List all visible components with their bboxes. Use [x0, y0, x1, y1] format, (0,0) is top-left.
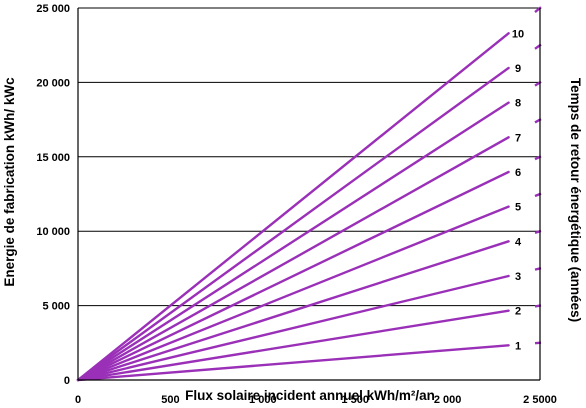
label-layer: 1 2 3 4 5 6 7 8 9 10	[512, 28, 524, 352]
series-label-5: 5	[515, 202, 521, 214]
series-line-4	[76, 240, 510, 382]
series-line-3	[76, 274, 510, 382]
series-label-2: 2	[515, 306, 521, 318]
tick-layer: 0 5 000 10 000 15 000 20 000 25 000 0 500 1 000 1…	[36, 3, 556, 406]
series-line-7	[76, 136, 510, 382]
y-tick-label-5: 25 000	[36, 3, 70, 15]
series-line-9	[76, 66, 510, 382]
series-label-7: 7	[515, 132, 521, 144]
series-line-6	[76, 170, 510, 382]
series-label-4: 4	[515, 236, 522, 248]
series-label-10: 10	[512, 28, 524, 40]
y-tick-label-0: 0	[64, 375, 70, 387]
x-tick-label-4: 2 000	[434, 394, 462, 406]
x-tick-label-5: 2 5000	[523, 394, 557, 406]
series-line-8	[76, 101, 510, 382]
series-layer	[76, 6, 542, 382]
right-axis-title: Temps de retour énergétique (années)	[568, 78, 583, 322]
x-tick-label-0: 0	[75, 394, 81, 406]
axis-layer	[77, 8, 541, 381]
y-tick-label-3: 15 000	[36, 152, 70, 164]
series-line-10	[76, 32, 510, 382]
x-axis-title: Flux solaire incident annuel kWh/m²/an	[185, 388, 435, 403]
y-tick-label-4: 20 000	[36, 77, 70, 89]
series-line-1	[76, 344, 510, 382]
y-tick-label-1: 5 000	[42, 301, 70, 313]
series-line-2	[76, 309, 510, 382]
series-label-8: 8	[515, 98, 521, 110]
x-tick-label-3: 1 500	[341, 394, 369, 406]
x-tick-label-1: 500	[161, 394, 179, 406]
series-line-5	[76, 205, 510, 382]
y-axis-title: Energie de fabrication kWh/ kWc	[2, 77, 17, 287]
series-label-6: 6	[515, 167, 521, 179]
grid-layer	[78, 7, 540, 307]
x-tick-label-2: 1 000	[249, 394, 277, 406]
series-label-9: 9	[515, 63, 521, 75]
y-tick-label-2: 10 000	[36, 226, 70, 238]
series-label-1: 1	[515, 340, 521, 352]
series-label-3: 3	[515, 271, 521, 283]
